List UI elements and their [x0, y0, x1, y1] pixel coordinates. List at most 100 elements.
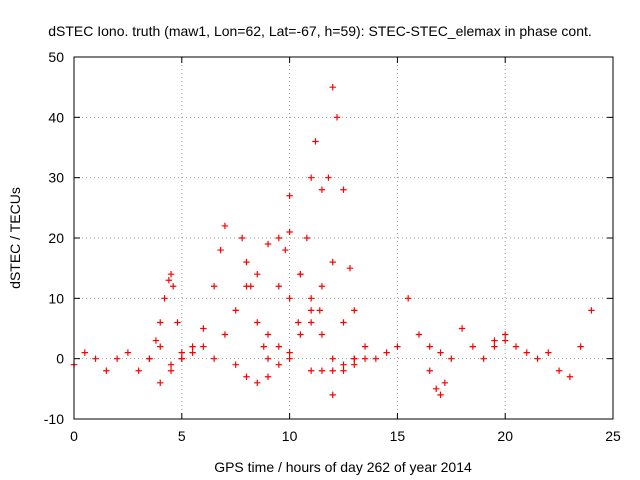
- data-point: [275, 361, 283, 368]
- data-point: [210, 283, 218, 290]
- data-point: [534, 355, 541, 362]
- data-point: [433, 385, 440, 393]
- data-point: [480, 355, 487, 362]
- data-point: [92, 355, 99, 362]
- plot-frame: [73, 56, 614, 420]
- data-point: [329, 355, 336, 362]
- data-point: [566, 373, 574, 380]
- data-point: [340, 319, 347, 326]
- data-point: [426, 367, 433, 374]
- data-point: [286, 349, 293, 356]
- data-point: [469, 343, 477, 350]
- data-point: [210, 355, 218, 362]
- data-point: [318, 367, 326, 374]
- data-point: [103, 367, 110, 374]
- data-point: [113, 355, 121, 362]
- data-point: [264, 240, 272, 248]
- y-tick-label: 40: [48, 109, 64, 125]
- data-point: [512, 343, 520, 350]
- data-point: [286, 295, 293, 302]
- data-point: [307, 319, 315, 326]
- data-point: [297, 331, 304, 338]
- x-tick-label: 15: [390, 428, 406, 444]
- data-point: [415, 331, 423, 338]
- data-point: [307, 174, 315, 181]
- data-point: [178, 355, 185, 362]
- data-point: [295, 319, 302, 326]
- data-point: [318, 331, 326, 338]
- data-point: [426, 343, 433, 350]
- data-point: [577, 343, 584, 350]
- x-tick-label: 20: [497, 428, 513, 444]
- data-point: [167, 361, 175, 368]
- data-point: [286, 228, 293, 236]
- data-point: [404, 295, 412, 302]
- x-tick-label: 25: [605, 428, 621, 444]
- y-tick-label: 0: [56, 351, 64, 367]
- data-point: [189, 349, 196, 356]
- data-point: [340, 361, 347, 368]
- data-point: [307, 307, 315, 314]
- data-point: [264, 355, 272, 362]
- data-point: [275, 343, 283, 350]
- data-point: [491, 343, 498, 350]
- data-point: [221, 222, 229, 230]
- data-point: [167, 367, 175, 374]
- data-point: [157, 343, 164, 350]
- data-point: [217, 246, 224, 254]
- data-point: [243, 283, 250, 290]
- data-point: [286, 192, 293, 199]
- data-point: [81, 349, 88, 356]
- data-point: [437, 349, 444, 356]
- data-point: [264, 331, 272, 338]
- data-point: [169, 283, 177, 290]
- data-point: [307, 295, 315, 302]
- data-point: [361, 343, 369, 350]
- data-point: [157, 319, 164, 326]
- data-point: [200, 325, 207, 332]
- data-point: [491, 337, 498, 344]
- axis-ticks: 0 5 10 15 20 25 -10 0 10 20 30 40 50: [44, 49, 621, 444]
- data-points: [70, 83, 595, 399]
- data-point: [329, 391, 336, 399]
- data-point: [243, 258, 250, 266]
- data-point: [448, 355, 455, 362]
- data-point: [502, 331, 509, 338]
- y-tick-label: 10: [48, 290, 64, 306]
- data-point: [167, 271, 175, 278]
- data-point: [394, 343, 401, 350]
- data-point: [157, 379, 164, 386]
- data-point: [346, 264, 354, 272]
- data-point: [146, 355, 153, 362]
- data-point: [588, 307, 595, 314]
- data-point: [232, 361, 239, 368]
- data-point: [329, 83, 336, 91]
- y-tick-label: -10: [44, 411, 64, 427]
- data-point: [286, 355, 293, 362]
- data-point: [351, 355, 358, 362]
- y-tick-label: 50: [48, 49, 64, 65]
- data-point: [372, 355, 380, 362]
- data-point: [325, 174, 332, 181]
- data-point: [523, 349, 530, 356]
- data-point: [351, 361, 358, 368]
- data-point: [174, 319, 181, 326]
- data-point: [303, 234, 311, 242]
- data-point: [312, 138, 319, 145]
- y-tick-label: 20: [48, 230, 64, 246]
- chart-title: dSTEC Iono. truth (maw1, Lon=62, Lat=-67…: [48, 23, 592, 39]
- data-point: [361, 355, 369, 362]
- data-point: [221, 331, 229, 338]
- data-point: [161, 295, 168, 302]
- data-point: [264, 373, 272, 380]
- data-point: [254, 319, 261, 326]
- data-point: [340, 367, 347, 374]
- data-point: [189, 343, 196, 350]
- data-point: [383, 349, 390, 356]
- data-point: [135, 367, 142, 374]
- data-point: [441, 379, 449, 386]
- data-point: [502, 337, 509, 344]
- data-point: [178, 349, 185, 356]
- data-point: [275, 283, 283, 290]
- data-point: [318, 186, 326, 193]
